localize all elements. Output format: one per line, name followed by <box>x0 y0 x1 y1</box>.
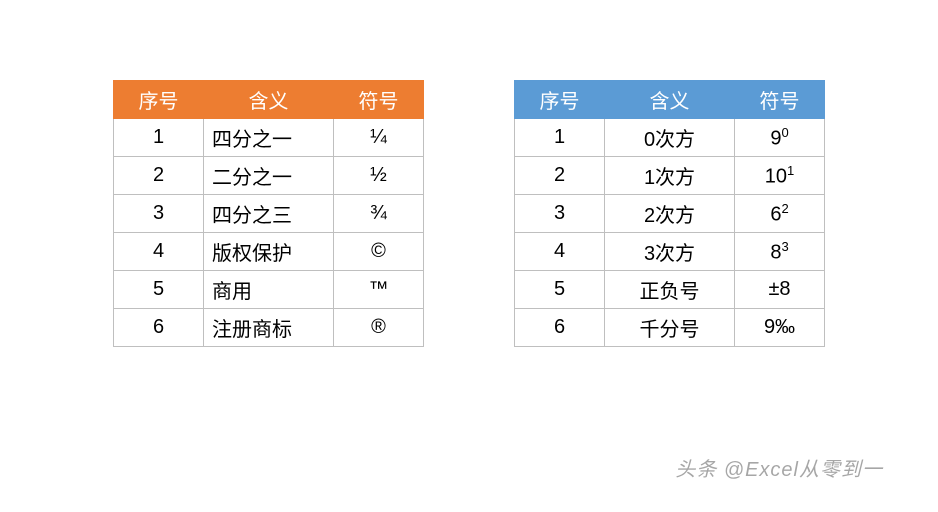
table-row: 5 正负号 ±8 <box>515 271 825 309</box>
cell-meaning: 二分之一 <box>204 157 334 195</box>
table-row: 2 1次方 101 <box>515 157 825 195</box>
left-col-sym: 符号 <box>334 81 424 119</box>
cell-symbol: 101 <box>735 157 825 195</box>
cell-meaning: 版权保护 <box>204 233 334 271</box>
watermark-text: 头条 @Excel从零到一 <box>675 453 883 482</box>
cell-symbol: ™ <box>334 271 424 309</box>
cell-seq: 3 <box>114 195 204 233</box>
table-row: 3 四分之三 ¾ <box>114 195 424 233</box>
right-table: 序号 含义 符号 1 0次方 90 2 1次方 101 3 2次方 62 4 <box>514 80 825 347</box>
right-col-sym: 符号 <box>735 81 825 119</box>
table-row: 5 商用 ™ <box>114 271 424 309</box>
cell-symbol: ¾ <box>334 195 424 233</box>
table-row: 4 版权保护 © <box>114 233 424 271</box>
cell-seq: 6 <box>114 309 204 347</box>
cell-symbol: ¼ <box>334 119 424 157</box>
cell-meaning: 千分号 <box>605 309 735 347</box>
cell-seq: 1 <box>114 119 204 157</box>
cell-seq: 2 <box>515 157 605 195</box>
cell-symbol: ±8 <box>735 271 825 309</box>
cell-meaning: 商用 <box>204 271 334 309</box>
cell-seq: 5 <box>114 271 204 309</box>
table-row: 6 千分号 9‰ <box>515 309 825 347</box>
cell-meaning: 注册商标 <box>204 309 334 347</box>
cell-symbol: 90 <box>735 119 825 157</box>
cell-meaning: 四分之三 <box>204 195 334 233</box>
table-row: 3 2次方 62 <box>515 195 825 233</box>
cell-meaning: 正负号 <box>605 271 735 309</box>
table-row: 4 3次方 83 <box>515 233 825 271</box>
cell-meaning: 2次方 <box>605 195 735 233</box>
right-col-seq: 序号 <box>515 81 605 119</box>
cell-symbol: 9‰ <box>735 309 825 347</box>
cell-seq: 2 <box>114 157 204 195</box>
right-table-header-row: 序号 含义 符号 <box>515 81 825 119</box>
left-col-seq: 序号 <box>114 81 204 119</box>
left-col-mean: 含义 <box>204 81 334 119</box>
cell-meaning: 0次方 <box>605 119 735 157</box>
cell-symbol: 62 <box>735 195 825 233</box>
cell-seq: 3 <box>515 195 605 233</box>
cell-symbol: ® <box>334 309 424 347</box>
cell-seq: 4 <box>515 233 605 271</box>
left-table: 序号 含义 符号 1 四分之一 ¼ 2 二分之一 ½ 3 四分之三 ¾ 4 <box>113 80 424 347</box>
table-row: 1 四分之一 ¼ <box>114 119 424 157</box>
cell-seq: 6 <box>515 309 605 347</box>
cell-seq: 4 <box>114 233 204 271</box>
cell-symbol: © <box>334 233 424 271</box>
tables-container: 序号 含义 符号 1 四分之一 ¼ 2 二分之一 ½ 3 四分之三 ¾ 4 <box>0 0 938 347</box>
cell-meaning: 1次方 <box>605 157 735 195</box>
cell-meaning: 3次方 <box>605 233 735 271</box>
table-row: 2 二分之一 ½ <box>114 157 424 195</box>
table-row: 1 0次方 90 <box>515 119 825 157</box>
cell-meaning: 四分之一 <box>204 119 334 157</box>
cell-seq: 5 <box>515 271 605 309</box>
cell-symbol: 83 <box>735 233 825 271</box>
right-col-mean: 含义 <box>605 81 735 119</box>
cell-symbol: ½ <box>334 157 424 195</box>
table-row: 6 注册商标 ® <box>114 309 424 347</box>
left-table-header-row: 序号 含义 符号 <box>114 81 424 119</box>
cell-seq: 1 <box>515 119 605 157</box>
